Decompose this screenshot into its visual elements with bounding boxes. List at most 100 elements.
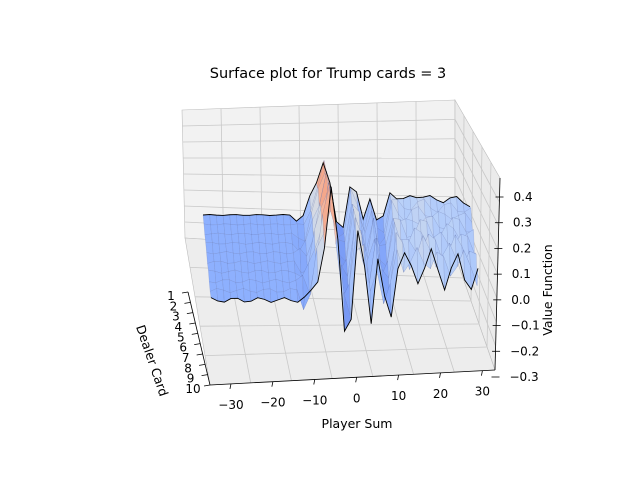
surface-facet xyxy=(208,269,217,283)
x-tick-label: −30 xyxy=(218,398,243,412)
surface-facet xyxy=(264,233,273,245)
y-tick-label: 3 xyxy=(172,310,180,324)
surface-facet xyxy=(283,224,292,235)
y-axis-line xyxy=(187,291,211,386)
surface-facet xyxy=(242,215,251,225)
surface-facet xyxy=(239,251,248,262)
surface-facet xyxy=(218,243,227,253)
surface-facet xyxy=(278,242,287,255)
y-tick-label: 2 xyxy=(170,299,178,313)
grid-line xyxy=(199,323,480,327)
x-tick-label: −10 xyxy=(302,393,327,407)
y-tick-mark xyxy=(186,312,193,315)
surface-facet xyxy=(257,224,265,235)
surface-facet xyxy=(236,214,245,226)
y-tick-label: 4 xyxy=(175,320,183,334)
surface-facet xyxy=(262,214,271,226)
grid-line xyxy=(454,157,499,251)
surface-facet xyxy=(203,223,212,235)
chart-title: Surface plot for Trump cards = 3 xyxy=(210,66,447,82)
x-tick-mark xyxy=(313,379,316,385)
x-tick-label: 0 xyxy=(353,391,361,405)
surface-facet xyxy=(282,214,291,226)
z-tick-label: 0.0 xyxy=(511,293,530,307)
surface-facet xyxy=(237,224,245,234)
surface-facet xyxy=(209,214,218,226)
y-tick-mark xyxy=(181,291,189,294)
surface-facet xyxy=(211,232,220,245)
surface-facet xyxy=(253,251,261,264)
surface-facet xyxy=(258,233,266,244)
surface-facet xyxy=(276,214,285,226)
z-tick-label: 0.4 xyxy=(514,190,533,204)
y-tick-mark xyxy=(184,301,191,304)
surface-facet xyxy=(231,233,240,244)
surface-facet xyxy=(284,232,293,245)
surface-facet xyxy=(205,242,214,255)
surface-mesh xyxy=(202,160,479,333)
surface-facet xyxy=(250,223,259,235)
surface-front-edge xyxy=(210,186,479,333)
z-axis-label: Value Function xyxy=(540,244,555,335)
x-tick-label: 20 xyxy=(433,387,448,401)
surface-facet xyxy=(249,214,258,225)
grid-line xyxy=(454,177,498,275)
surface-facet xyxy=(224,233,233,245)
surface-facet xyxy=(244,233,253,245)
surface-facet xyxy=(217,223,225,235)
surface-facet xyxy=(263,224,272,234)
surface-back-edge xyxy=(202,161,471,229)
surface-facet xyxy=(251,234,260,244)
y-tick-label: 6 xyxy=(179,341,187,355)
surface-facet xyxy=(226,251,235,264)
y-tick-mark xyxy=(201,374,208,377)
grid-line xyxy=(182,118,456,127)
surface-facet xyxy=(212,242,221,255)
surface-facet xyxy=(238,242,247,255)
surface-facet xyxy=(216,288,225,303)
grid-line xyxy=(454,138,500,227)
grid-line xyxy=(454,119,500,203)
surface-facet xyxy=(245,243,254,253)
y-tick-mark xyxy=(196,353,203,356)
surface-facet xyxy=(267,260,276,274)
y-tick-mark xyxy=(203,384,211,387)
surface-facet xyxy=(271,233,280,245)
z-ticks: 0.4 0.3 0.2 0.1 0.0 −0.1 −0.2 −0.3 xyxy=(491,190,540,384)
y-tick-label: 1 xyxy=(167,289,175,303)
grid-line xyxy=(204,346,488,356)
x-tick-mark xyxy=(355,377,358,383)
x-tick-mark xyxy=(271,381,274,387)
surface-facet xyxy=(232,242,241,255)
y-tick-label: 10 xyxy=(185,382,200,396)
y-tick-label: 7 xyxy=(182,351,190,365)
y-tick-mark xyxy=(189,322,196,325)
x-axis-label: Player Sum xyxy=(322,416,393,431)
x-tick-label: 10 xyxy=(391,389,406,403)
surface-facet xyxy=(202,214,211,226)
y-tick-label: 9 xyxy=(187,372,195,386)
surface-facet xyxy=(278,233,286,244)
surface-facet xyxy=(217,232,226,245)
surface-facet xyxy=(258,242,267,254)
surface-facet xyxy=(254,262,262,271)
grid-line xyxy=(478,146,483,325)
x-tick-mark xyxy=(439,372,441,378)
surface-facet xyxy=(270,223,279,235)
surface-facet xyxy=(281,270,290,284)
surface-facet xyxy=(216,214,225,225)
x-tick-mark xyxy=(481,370,483,376)
surface-facet xyxy=(256,214,265,226)
z-tick-label: 0.3 xyxy=(513,216,532,230)
x-axis: −30 −20 −10 0 10 20 30 Player Sum xyxy=(209,369,496,431)
surface-facet xyxy=(269,214,278,225)
x-axis-line xyxy=(209,369,496,386)
y-tick-mark xyxy=(194,343,201,346)
z-tick-label: −0.1 xyxy=(511,319,540,333)
surface-facet xyxy=(223,223,232,235)
z-tick-label: 0.2 xyxy=(512,241,531,255)
surface-facet xyxy=(229,214,238,226)
x-ticks: −30 −20 −10 0 10 20 30 xyxy=(218,370,490,412)
